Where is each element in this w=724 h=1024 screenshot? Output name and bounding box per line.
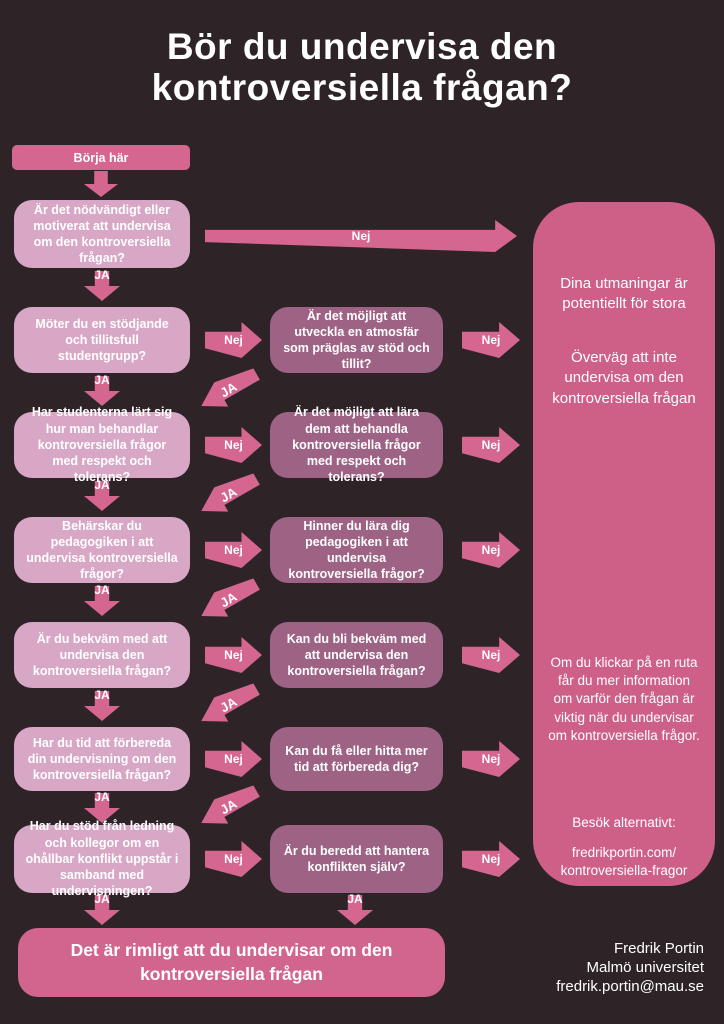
no-label: Nej (481, 852, 501, 866)
question-box-teach-respect[interactable]: Är det möjligt att lära dem att behandla… (270, 405, 443, 484)
credits-name: Fredrik Portin (613, 940, 704, 957)
question-box-handle-conflict[interactable]: Är du beredd att hantera konflikten själ… (270, 825, 443, 893)
no-arrow-icon: Nej (462, 322, 520, 358)
yes-label: JA (94, 790, 110, 804)
yes-down-arrow-icon: JA (84, 790, 120, 823)
page-title: Bör du undervisa den kontroversiella frå… (0, 26, 724, 108)
yes-label: JA (218, 484, 240, 506)
yes-label: JA (94, 478, 110, 492)
question-box-learn-pedagogy[interactable]: Hinner du lära dig pedagogiken i att und… (270, 517, 443, 583)
panel-url-link[interactable]: fredrikportin.com/ kontroversiella-frago… (533, 844, 715, 880)
no-arrow-icon: Nej (462, 741, 520, 777)
question-text: Har du stöd från ledning och kollegor om… (25, 819, 179, 899)
no-label: Nej (481, 752, 501, 766)
panel-url-line1[interactable]: fredrikportin.com/ (571, 845, 677, 860)
no-arrow-icon: Nej (205, 841, 262, 877)
start-here-label: Börja här (73, 150, 129, 165)
yes-diagonal-arrow-icon: JA (194, 467, 263, 523)
question-text: Är du bekväm med att undervisa den kontr… (32, 631, 172, 679)
credits-email: fredrik.portin@mau.se (556, 978, 704, 996)
no-arrow-icon: Nej (462, 841, 520, 877)
no-label: Nej (224, 438, 243, 452)
start-down-arrow-icon (84, 171, 118, 197)
no-label: Nej (224, 543, 243, 557)
yes-label: JA (218, 694, 240, 716)
question-text: Är det nödvändigt eller motiverat att un… (33, 202, 171, 266)
no-label: Nej (224, 648, 243, 662)
panel-consider-text: Överväg att inte undervisa om den kontro… (552, 349, 696, 407)
credits-org: Malmö universitet (586, 959, 704, 977)
question-box-supportive-group[interactable]: Möter du en stödjande och tillitsfull st… (14, 307, 190, 373)
no-label: Nej (351, 229, 371, 243)
yes-down-arrow-icon: JA (84, 478, 120, 511)
no-arrow-icon: Nej (205, 322, 262, 358)
panel-click-info-text: Om du klickar på en ruta får du mer info… (548, 655, 700, 743)
panel-visit-label: Besök alternativt: (572, 815, 676, 830)
panel-challenges-text: Dina utmaningar är potentiellt för stora (560, 275, 688, 313)
panel-url-line2[interactable]: kontroversiella-fragor (560, 863, 688, 879)
result-box[interactable]: Det är rimligt att du undervisar om den … (18, 928, 445, 997)
yes-label: JA (94, 583, 110, 597)
question-box-find-more-time[interactable]: Kan du få eller hitta mer tid att förber… (270, 727, 443, 791)
no-arrow-long-icon: Nej (205, 220, 517, 252)
yes-label: JA (218, 379, 240, 401)
page-title-line2: kontroversiella frågan? (151, 67, 573, 108)
no-label: Nej (224, 752, 243, 766)
yes-down-arrow-icon: JA (84, 688, 120, 721)
question-box-time-to-prepare[interactable]: Har du tid att förbereda din undervisnin… (14, 727, 190, 791)
question-text: Har studenterna lärt sig hur man behandl… (31, 405, 173, 485)
question-text: Kan du få eller hitta mer tid att förber… (285, 743, 428, 774)
question-box-master-pedagogy[interactable]: Behärskar du pedagogiken i att undervisa… (14, 517, 190, 583)
question-text: Kan du bli bekväm med att undervisa den … (286, 631, 427, 679)
result-text: Det är rimligt att du undervisar om den … (70, 939, 393, 984)
no-arrow-icon: Nej (205, 741, 262, 777)
no-arrow-icon: Nej (205, 427, 262, 463)
yes-down-arrow-icon: JA (84, 892, 120, 925)
question-text: Möter du en stödjande och tillitsfull st… (35, 316, 169, 364)
yes-diagonal-arrow-icon: JA (194, 362, 263, 418)
yes-label: JA (94, 688, 110, 702)
no-label: Nej (224, 852, 243, 866)
no-arrow-icon: Nej (205, 532, 262, 568)
no-arrow-icon: Nej (462, 637, 520, 673)
start-here-box: Börja här (12, 145, 190, 170)
yes-diagonal-arrow-icon: JA (194, 779, 263, 835)
page-title-line1: Bör du undervisa den (166, 26, 558, 67)
yes-label: JA (94, 268, 110, 282)
credits: Fredrik Portin Malmö universitet fredrik… (556, 939, 704, 997)
yes-label: JA (94, 892, 110, 906)
side-panel-consider-not-teaching: Dina utmaningar är potentiellt för stora… (533, 202, 715, 886)
no-arrow-icon: Nej (462, 427, 520, 463)
question-box-become-comfortable[interactable]: Kan du bli bekväm med att undervisa den … (270, 622, 443, 688)
question-box-management-support[interactable]: Har du stöd från ledning och kollegor om… (14, 819, 190, 898)
question-text: Är det möjligt att utveckla en atmosfär … (283, 308, 430, 372)
question-box-students-respect[interactable]: Har studenterna lärt sig hur man behandl… (14, 405, 190, 484)
yes-down-arrow-icon: JA (337, 892, 373, 925)
yes-label: JA (218, 589, 240, 611)
yes-down-arrow-icon: JA (84, 268, 120, 301)
question-text: Har du tid att förbereda din undervisnin… (27, 735, 177, 783)
question-box-comfortable[interactable]: Är du bekväm med att undervisa den kontr… (14, 622, 190, 688)
question-text: Är det möjligt att lära dem att behandla… (292, 405, 421, 485)
no-label: Nej (481, 333, 501, 347)
question-text: Är du beredd att hantera konflikten själ… (283, 843, 430, 874)
question-text: Behärskar du pedagogiken i att undervisa… (26, 518, 178, 582)
no-arrow-icon: Nej (462, 532, 520, 568)
no-arrow-icon: Nej (205, 637, 262, 673)
yes-label: JA (94, 373, 110, 387)
no-label: Nej (224, 333, 243, 347)
question-text: Hinner du lära dig pedagogiken i att und… (288, 518, 425, 582)
question-box-develop-atmosphere[interactable]: Är det möjligt att utveckla en atmosfär … (270, 307, 443, 373)
no-label: Nej (481, 438, 501, 452)
yes-diagonal-arrow-icon: JA (194, 572, 263, 628)
no-label: Nej (481, 543, 501, 557)
yes-label: JA (347, 892, 363, 906)
no-label: Nej (481, 648, 501, 662)
question-box-necessary[interactable]: Är det nödvändigt eller motiverat att un… (14, 200, 190, 268)
yes-diagonal-arrow-icon: JA (194, 677, 263, 733)
yes-label: JA (218, 796, 240, 818)
yes-down-arrow-icon: JA (84, 583, 120, 616)
yes-down-arrow-icon: JA (84, 373, 120, 406)
